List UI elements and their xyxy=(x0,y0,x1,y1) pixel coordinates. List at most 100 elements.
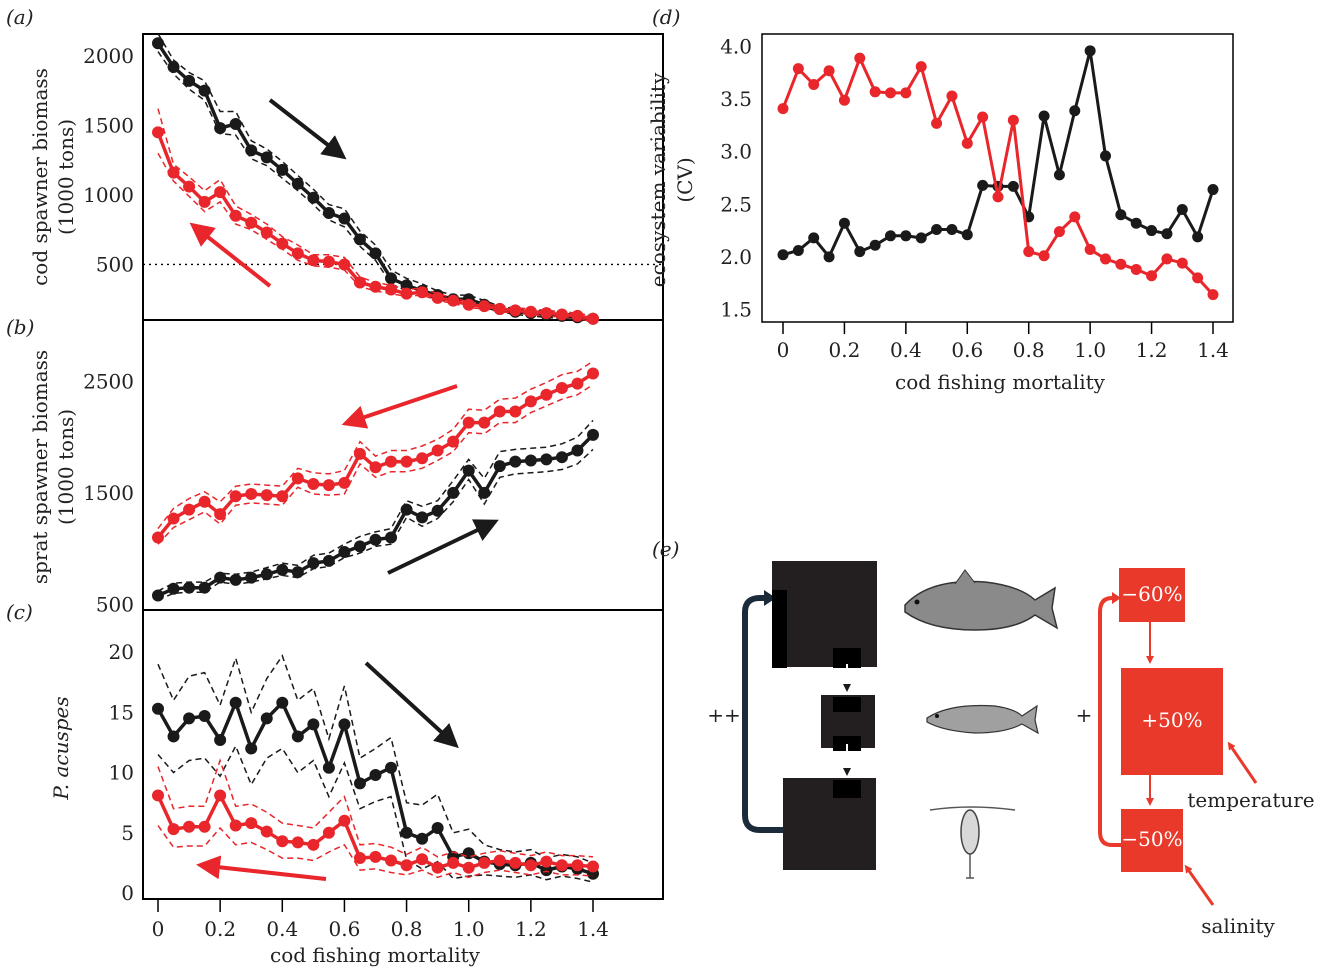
data-point-a-red-24 xyxy=(524,305,537,318)
data-point-d-black-24 xyxy=(1146,225,1158,237)
y-tick-label-b-1: 1500 xyxy=(83,481,134,505)
data-point-b-black-24 xyxy=(524,454,537,467)
y-tick-label-d-1: 2.0 xyxy=(720,245,752,269)
data-point-c-red-23 xyxy=(509,856,522,869)
data-point-d-black-7 xyxy=(885,230,896,242)
cod-box-notch xyxy=(772,590,787,668)
data-point-b-black-17 xyxy=(416,511,429,524)
data-point-c-red-19 xyxy=(447,856,460,869)
data-point-c-black-18 xyxy=(431,821,444,834)
y-tick-label-b-2: 2500 xyxy=(83,369,134,393)
data-point-c-black-10 xyxy=(307,718,320,731)
data-point-a-red-1 xyxy=(167,166,180,179)
data-point-b-black-4 xyxy=(214,571,227,584)
data-point-a-black-1 xyxy=(167,60,180,73)
data-point-c-red-0 xyxy=(152,789,164,802)
data-point-c-black-0 xyxy=(152,702,164,715)
data-point-b-black-20 xyxy=(462,464,475,477)
box-red-top xyxy=(1119,568,1185,622)
data-point-a-red-9 xyxy=(291,247,304,260)
box-red-bottom xyxy=(1121,809,1183,872)
y-tick-label-b-0: 500 xyxy=(96,592,134,616)
data-point-b-black-8 xyxy=(276,563,289,576)
data-point-c-black-12 xyxy=(338,718,351,731)
data-point-b-black-6 xyxy=(245,571,258,584)
data-point-a-red-20 xyxy=(462,298,475,311)
data-point-d-red-23 xyxy=(1130,263,1142,275)
series-line-a-black xyxy=(156,42,594,321)
y-tick-label-a-2: 1500 xyxy=(83,113,134,137)
data-point-a-red-7 xyxy=(260,226,273,239)
cod-box-tab xyxy=(833,648,861,668)
data-point-d-red-19 xyxy=(1069,211,1081,223)
data-point-c-red-28 xyxy=(587,860,599,873)
panel-c-ylabel: P. acuspes xyxy=(49,696,73,800)
ci-lower-b-black xyxy=(157,448,594,601)
data-point-d-red-2 xyxy=(808,78,820,90)
ci-lower-a-black xyxy=(157,51,594,323)
panel-d-ylabel-1: ecosystem variability xyxy=(646,72,670,287)
data-point-d-black-17 xyxy=(1038,110,1050,122)
ci-upper-b-red xyxy=(157,360,594,530)
data-point-d-black-5 xyxy=(854,246,866,258)
box-red-mid xyxy=(1121,668,1223,775)
data-point-d-black-26 xyxy=(1176,204,1188,216)
data-point-d-black-20 xyxy=(1084,45,1096,57)
data-point-c-red-24 xyxy=(524,859,537,872)
data-point-d-red-8 xyxy=(900,87,912,99)
data-point-b-black-2 xyxy=(183,581,196,594)
y-tick-label-d-0: 1.5 xyxy=(720,297,752,321)
data-point-c-black-13 xyxy=(353,777,366,790)
data-point-b-red-6 xyxy=(245,488,258,500)
data-point-b-black-19 xyxy=(447,486,460,499)
data-point-d-red-6 xyxy=(869,86,881,98)
series-line-c-black xyxy=(156,697,594,876)
data-point-c-black-25 xyxy=(540,864,553,877)
data-point-b-red-2 xyxy=(183,503,196,516)
ci-lower-a-red xyxy=(157,152,594,323)
data-point-b-black-11 xyxy=(322,554,335,567)
data-point-a-red-0 xyxy=(152,126,164,139)
y-tick-label-a-0: 500 xyxy=(96,252,134,276)
data-point-b-black-15 xyxy=(385,531,398,544)
data-point-b-red-13 xyxy=(353,447,366,460)
data-point-c-red-5 xyxy=(229,819,242,832)
data-point-a-red-28 xyxy=(587,312,599,325)
data-point-a-red-26 xyxy=(555,308,568,321)
data-point-a-black-8 xyxy=(276,163,289,176)
box-red-bottom-text: −50% xyxy=(1121,827,1182,851)
trend-arrow-c-black xyxy=(364,661,459,749)
x-tick-label-d-7: 1.4 xyxy=(1197,338,1229,362)
x-tick-label-d-0: 0 xyxy=(777,338,790,362)
data-point-a-red-13 xyxy=(353,276,366,289)
data-point-d-red-13 xyxy=(977,111,989,123)
feedback-loop-red-arrowhead xyxy=(1112,592,1121,604)
x-axis-label-abc: cod fishing mortality xyxy=(270,943,481,967)
salinity-label: salinity xyxy=(1201,914,1275,938)
data-point-b-black-3 xyxy=(198,581,211,594)
sprat-box-tab-bottom xyxy=(833,736,861,751)
data-point-b-red-15 xyxy=(385,455,398,468)
data-point-d-black-22 xyxy=(1115,209,1127,221)
left-loop-sign: ++ xyxy=(707,703,741,727)
data-point-c-red-6 xyxy=(245,817,258,830)
data-point-b-red-26 xyxy=(555,382,568,395)
x-tick-label-d-2: 0.4 xyxy=(890,338,922,362)
y-tick-label-a-1: 1000 xyxy=(83,183,134,207)
x-tick-label-d-1: 0.2 xyxy=(829,338,861,362)
panel-label-c: (c) xyxy=(6,600,33,624)
data-point-b-black-14 xyxy=(369,533,382,546)
zooplankton-icon xyxy=(929,806,1016,879)
feedback-loop-arrowhead xyxy=(764,590,776,606)
data-point-d-red-28 xyxy=(1207,289,1219,301)
x-tick-label-d-6: 1.2 xyxy=(1136,338,1168,362)
panel-c-frame xyxy=(142,609,664,900)
data-point-d-red-7 xyxy=(885,87,896,99)
x-tick-label-c-6: 1.2 xyxy=(515,917,547,941)
data-point-d-red-24 xyxy=(1146,270,1158,282)
y-tick-label-d-2: 2.5 xyxy=(720,192,752,216)
data-point-b-red-21 xyxy=(478,416,491,429)
data-point-a-black-9 xyxy=(291,177,304,190)
y-tick-label-a-3: 2000 xyxy=(83,44,134,68)
